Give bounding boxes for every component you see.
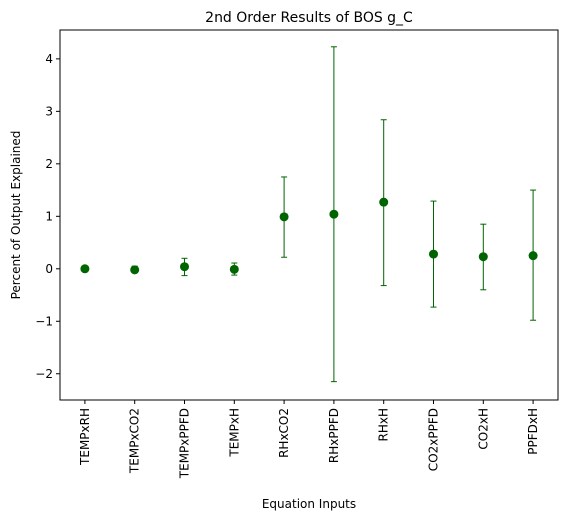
data-point: [229, 264, 239, 274]
y-tick-label: 1: [45, 209, 53, 223]
data-point: [180, 262, 189, 272]
y-tick-label: 3: [45, 104, 53, 118]
plot-area: [59, 29, 559, 401]
data-point: [279, 212, 289, 222]
x-tick-label: RHxH: [377, 408, 391, 442]
chart-marks: [80, 46, 538, 383]
x-tick-label: CO2xH: [476, 408, 490, 450]
data-point: [429, 249, 438, 259]
y-tick-label: −2: [35, 367, 53, 381]
data-point: [528, 251, 538, 261]
x-tick-label: PPFDxH: [526, 408, 540, 455]
y-tick-label: 2: [45, 157, 53, 171]
x-tick-label: RHxCO2: [277, 408, 291, 458]
x-tick-label: TEMPxCO2: [128, 408, 142, 474]
x-tick-label: TEMPxPPFD: [178, 408, 192, 479]
x-tick-label: TEMPxRH: [78, 408, 92, 466]
y-tick-label: 4: [45, 52, 53, 66]
data-point: [80, 264, 90, 274]
y-tick-label: −1: [35, 314, 53, 328]
x-tick-label: CO2xPPFD: [427, 408, 441, 471]
x-tick-label: RHxPPFD: [327, 408, 341, 463]
data-point: [329, 209, 339, 219]
data-point: [130, 265, 140, 275]
y-axis-label: Percent of Output Explained: [9, 131, 23, 300]
y-axis: −2 −1 0 1 2 3 4: [35, 52, 60, 381]
y-tick-label: 0: [45, 262, 53, 276]
x-axis: TEMPxRH TEMPxCO2 TEMPxPPFD TEMPxH RHxCO2 RHxP…: [78, 400, 540, 479]
chart-title: 2nd Order Results of BOS g_C: [205, 10, 413, 26]
data-point: [379, 197, 389, 207]
x-tick-label: TEMPxH: [227, 408, 241, 458]
x-axis-label: Equation Inputs: [262, 497, 356, 511]
data-point: [478, 252, 488, 262]
